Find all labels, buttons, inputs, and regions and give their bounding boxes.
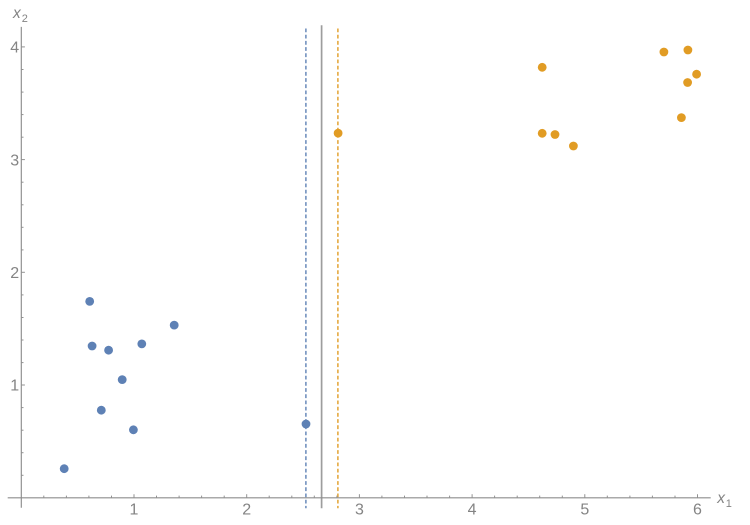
- svg-text:2: 2: [22, 13, 28, 25]
- svg-text:1: 1: [130, 502, 139, 519]
- svg-text:x: x: [12, 5, 22, 22]
- svg-text:6: 6: [693, 502, 702, 519]
- svg-text:3: 3: [355, 502, 364, 519]
- svg-text:2: 2: [10, 265, 19, 282]
- svg-text:4: 4: [10, 40, 19, 57]
- svg-text:2: 2: [242, 502, 251, 519]
- svg-text:4: 4: [468, 502, 477, 519]
- svg-text:3: 3: [10, 152, 19, 169]
- svg-text:1: 1: [726, 498, 732, 510]
- svg-text:1: 1: [10, 378, 19, 395]
- svg-text:5: 5: [580, 502, 589, 519]
- svg-text:x: x: [716, 490, 726, 507]
